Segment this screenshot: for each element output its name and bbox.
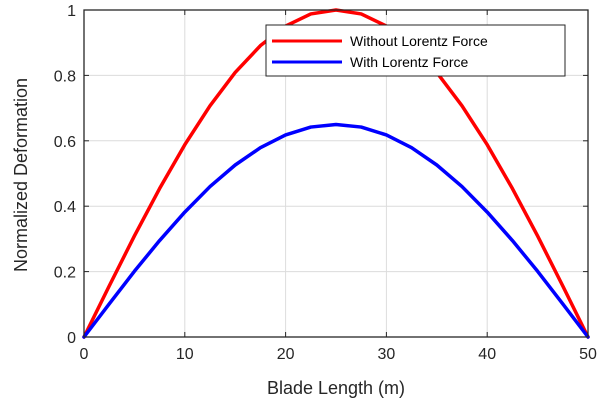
x-tick-label: 0 xyxy=(80,346,89,363)
x-tick-label: 40 xyxy=(478,346,496,363)
y-tick-label: 0.6 xyxy=(54,134,76,151)
legend-label-with-lorentz: With Lorentz Force xyxy=(350,54,468,70)
y-tick-label: 0.8 xyxy=(54,68,76,85)
axis-tick-labels: 0 10 20 30 40 50 0 0.2 0.4 0.6 0.8 1 xyxy=(54,3,597,363)
x-tick-label: 30 xyxy=(378,346,396,363)
y-tick-label: 1 xyxy=(67,3,76,20)
y-tick-label: 0.2 xyxy=(54,265,76,282)
x-axis-title: Blade Length (m) xyxy=(267,378,405,398)
y-tick-label: 0 xyxy=(67,330,76,347)
axis-ticks xyxy=(83,9,589,338)
legend-box xyxy=(265,24,566,77)
x-tick-label: 10 xyxy=(176,346,194,363)
x-tick-label: 50 xyxy=(579,346,597,363)
legend: Without Lorentz Force With Lorentz Force xyxy=(265,24,566,77)
x-tick-label: 20 xyxy=(277,346,295,363)
legend-label-without-lorentz: Without Lorentz Force xyxy=(350,33,488,49)
series-line-with-lorentz xyxy=(82,122,590,339)
y-tick-label: 0.4 xyxy=(54,199,76,216)
y-axis-title: Normalized Deformation xyxy=(11,78,31,272)
plot-area-border xyxy=(83,9,589,338)
